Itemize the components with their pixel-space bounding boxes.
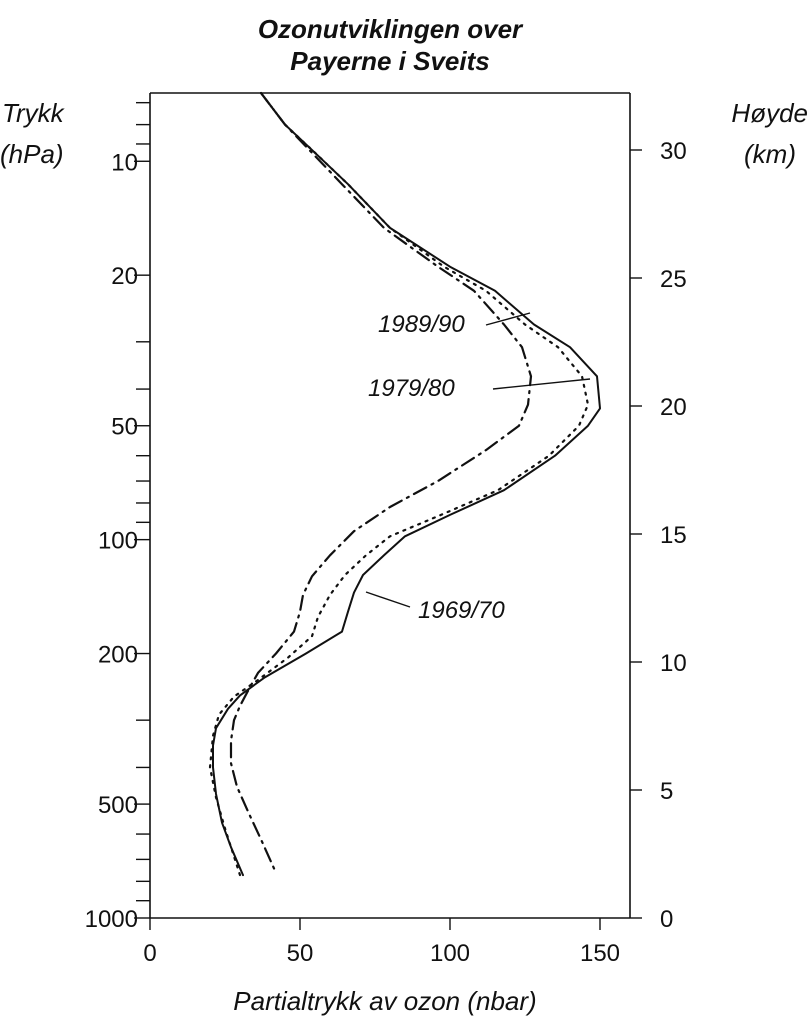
- km-tick-label-5: 5: [660, 778, 673, 805]
- series-line-1989-90: [229, 91, 533, 874]
- annotation-label-1979-80: 1979/80: [368, 375, 455, 402]
- left-axis-label-line-1: Trykk: [2, 98, 66, 128]
- annotation-leader-1989-90: [485, 312, 531, 326]
- x-tick-label-50: 50: [287, 940, 314, 967]
- km-tick-label-25: 25: [660, 266, 687, 293]
- series-lines: [208, 91, 601, 877]
- chart-title-line-2: Payerne i Sveits: [290, 46, 489, 76]
- y-tick-label-20: 20: [111, 263, 138, 290]
- y-tick-label-200: 200: [98, 642, 138, 669]
- x-tick-label-0: 0: [143, 940, 156, 967]
- y-tick-label-50: 50: [111, 414, 138, 441]
- right-axis-label-line-1: Høyde: [731, 98, 808, 128]
- y-tick-label-100: 100: [98, 528, 138, 555]
- km-tick-label-15: 15: [660, 522, 687, 549]
- y-tick-label-10: 10: [111, 149, 138, 176]
- series-line-1979-80: [208, 91, 590, 877]
- series-line-1969-70: [212, 92, 601, 877]
- x-tick-label-150: 150: [580, 940, 620, 967]
- y-tick-label-1000: 1000: [85, 906, 138, 933]
- chart-title-line-1: Ozonutviklingen over: [258, 14, 524, 44]
- annotation-leader-1979-80: [492, 378, 591, 390]
- left-axis-label-line-2: (hPa): [0, 139, 64, 169]
- y-tick-label-500: 500: [98, 792, 138, 819]
- annotation-label-1989-90: 1989/90: [378, 311, 465, 338]
- km-tick-label-20: 20: [660, 394, 687, 421]
- x-axis-label: Partialtrykk av ozon (nbar): [233, 986, 536, 1016]
- right-axis-label-line-2: (km): [744, 139, 796, 169]
- x-tick-label-100: 100: [430, 940, 470, 967]
- km-tick-label-10: 10: [660, 650, 687, 677]
- series-annotations: 1989/90 1979/80 1969/70: [365, 311, 591, 624]
- annotation-leader-1969-70: [365, 591, 411, 608]
- km-tick-label-30: 30: [660, 138, 687, 165]
- km-tick-label-0: 0: [660, 906, 673, 933]
- annotation-label-1969-70: 1969/70: [418, 597, 505, 624]
